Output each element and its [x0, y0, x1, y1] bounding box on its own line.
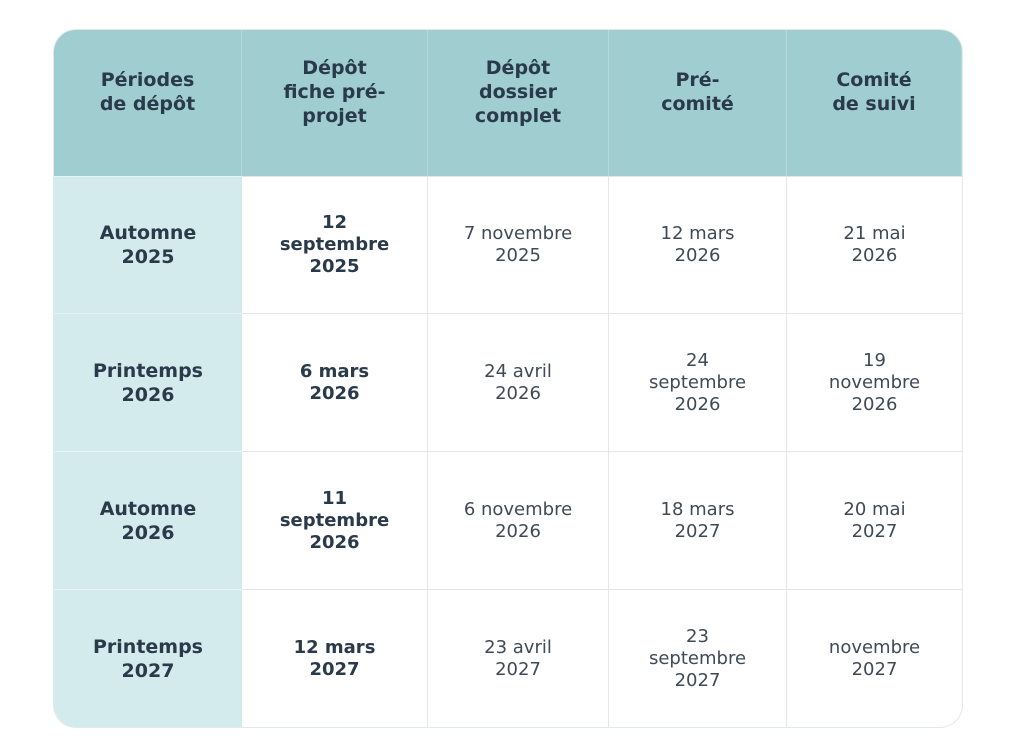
cell-dossier-date: 6 novembre 2026 [428, 451, 609, 589]
cell-pre-committee-date: 24 septembre 2026 [609, 313, 787, 451]
cell-dossier-date: 24 avril 2026 [428, 313, 609, 451]
cell-pre-committee-date: 23 septembre 2027 [609, 589, 787, 727]
header-follow-up-committee: Comité de suivi [787, 30, 962, 176]
row-period: Automne 2025 [54, 176, 242, 313]
header-periods: Périodes de dépôt [54, 30, 242, 176]
cell-pre-committee-date: 12 mars 2026 [609, 176, 787, 313]
cell-pre-project-date: 11 septembre 2026 [242, 451, 428, 589]
header-pre-project: Dépôt fiche pré- projet [242, 30, 428, 176]
cell-pre-project-date: 6 mars 2026 [242, 313, 428, 451]
cell-dossier-date: 7 novembre 2025 [428, 176, 609, 313]
cell-follow-up-date: 19 novembre 2026 [787, 313, 962, 451]
row-period: Automne 2026 [54, 451, 242, 589]
cell-follow-up-date: 20 mai 2027 [787, 451, 962, 589]
cell-pre-committee-date: 18 mars 2027 [609, 451, 787, 589]
row-period: Printemps 2027 [54, 589, 242, 727]
cell-dossier-date: 23 avril 2027 [428, 589, 609, 727]
schedule-table: Périodes de dépôt Dépôt fiche pré- proje… [54, 30, 962, 727]
row-period: Printemps 2026 [54, 313, 242, 451]
cell-follow-up-date: novembre 2027 [787, 589, 962, 727]
cell-pre-project-date: 12 septembre 2025 [242, 176, 428, 313]
header-full-dossier: Dépôt dossier complet [428, 30, 609, 176]
cell-pre-project-date: 12 mars 2027 [242, 589, 428, 727]
cell-follow-up-date: 21 mai 2026 [787, 176, 962, 313]
header-pre-committee: Pré- comité [609, 30, 787, 176]
